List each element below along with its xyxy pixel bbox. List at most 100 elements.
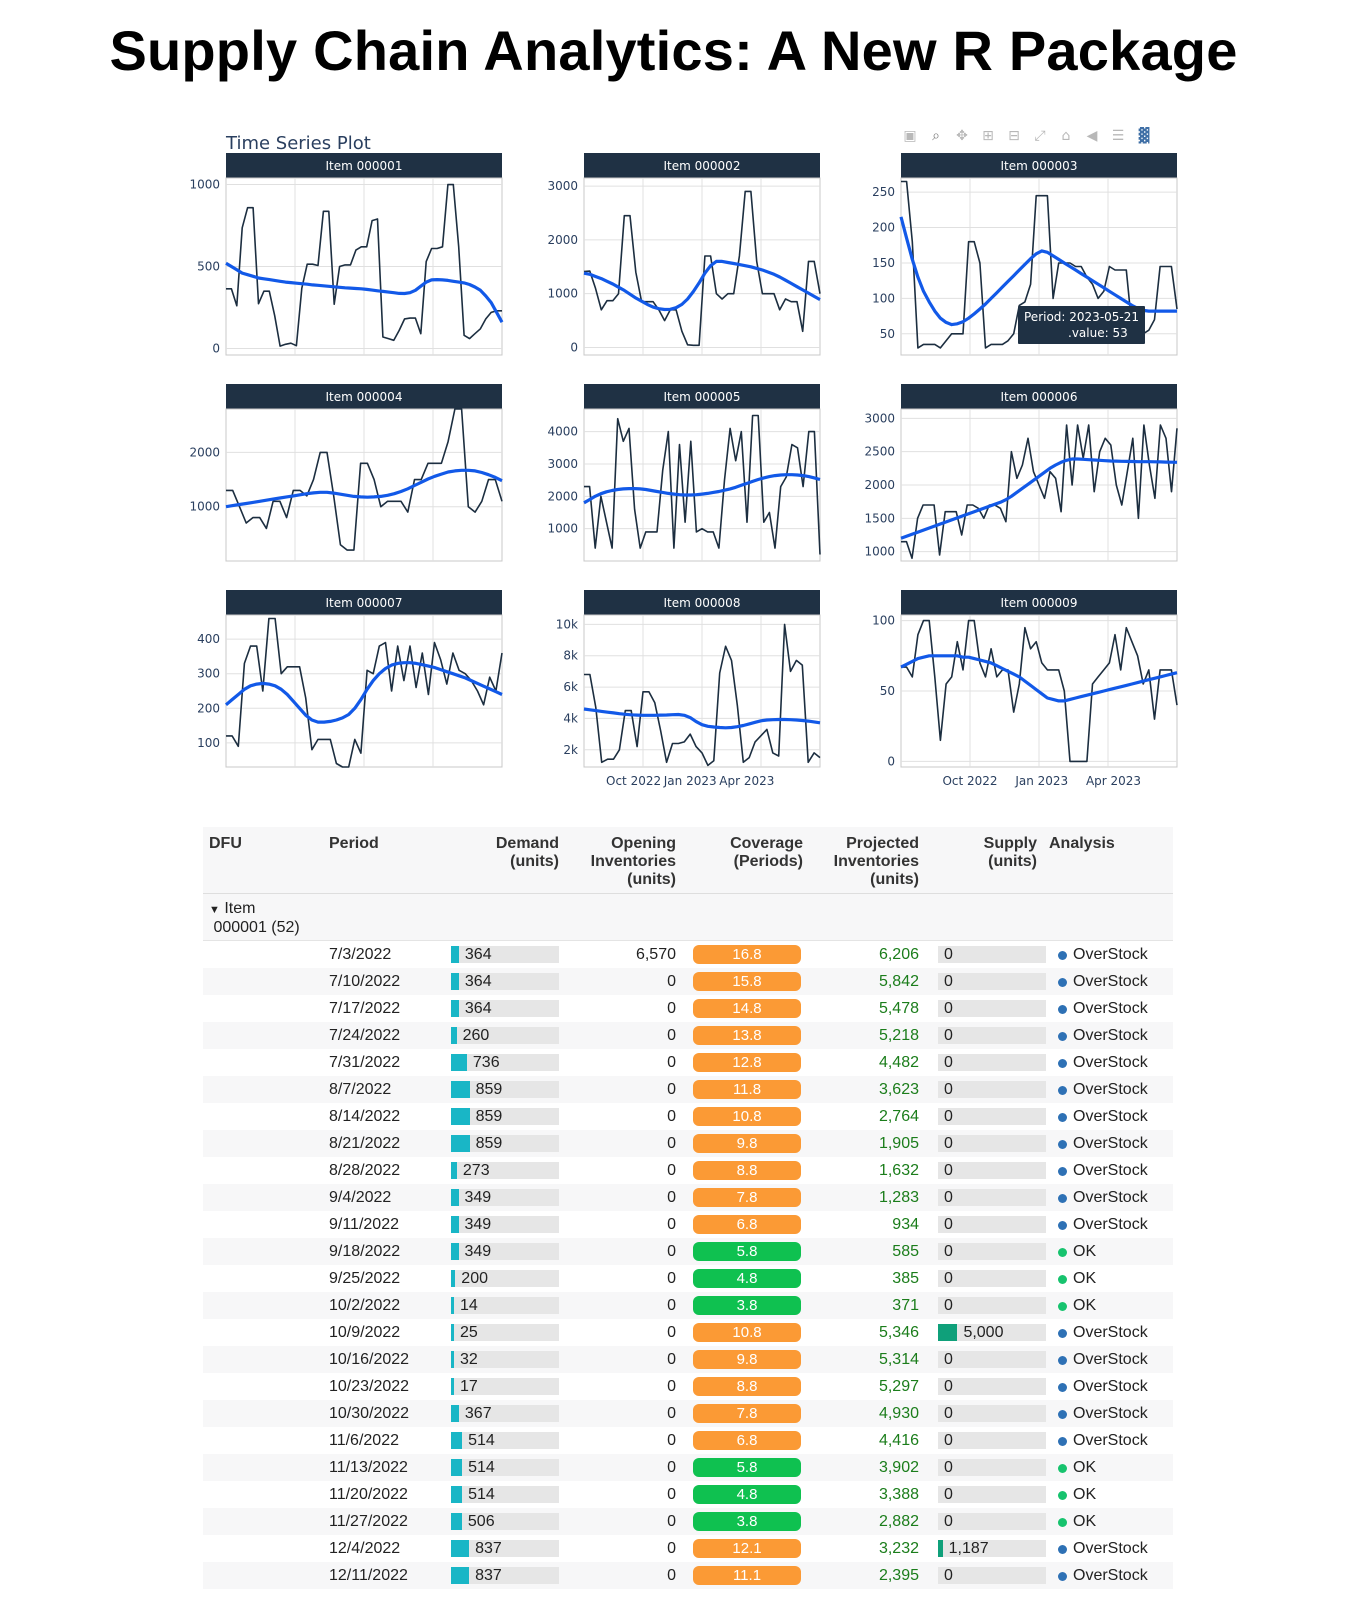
- demand-bar-track: [451, 1108, 559, 1125]
- demand-bar-track: [451, 1162, 559, 1179]
- facet-4[interactable]: Item 000004 1000 2000: [189, 384, 503, 562]
- cell-projected: 1,905: [878, 1135, 919, 1152]
- table-row[interactable]: 10/30/2022 367 0 7.8 4,930 0 OverStock: [203, 1400, 1173, 1427]
- cell-period: 11/13/2022: [329, 1459, 408, 1476]
- facet-strip: [901, 590, 1177, 615]
- facet-6[interactable]: Item 000006 1000 1500 2000 2500 3000: [864, 384, 1178, 562]
- supply-bar-track: [938, 1135, 1046, 1152]
- col-header-demand[interactable]: Demand (units): [495, 835, 559, 870]
- table-row[interactable]: 8/21/2022 859 0 9.8 1,905 0 OverStock: [203, 1130, 1173, 1157]
- camera-icon[interactable]: ▣: [903, 128, 917, 144]
- zoom-in-icon[interactable]: ⊞: [982, 128, 994, 144]
- y-tick-label: 2000: [189, 445, 220, 459]
- supply-bar-track: [938, 1162, 1046, 1179]
- cell-opening: 0: [667, 1432, 676, 1449]
- cell-projected: 5,218: [878, 1027, 919, 1044]
- cell-supply: 0: [944, 946, 953, 963]
- table-row[interactable]: 7/24/2022 260 0 13.8 5,218 0 OverStock: [203, 1022, 1173, 1049]
- y-tick-label: 10k: [556, 617, 578, 631]
- cell-period: 7/31/2022: [329, 1054, 401, 1071]
- demand-bar: [451, 1378, 454, 1395]
- cell-demand: 514: [468, 1459, 495, 1476]
- demand-bar: [451, 1108, 470, 1125]
- table-row[interactable]: 8/28/2022 273 0 8.8 1,632 0 OverStock: [203, 1157, 1173, 1184]
- demand-bar: [451, 973, 459, 990]
- table-row[interactable]: 9/4/2022 349 0 7.8 1,283 0 OverStock: [203, 1184, 1173, 1211]
- facet-2[interactable]: Item 000002 0 1000 2000 3000: [547, 153, 821, 356]
- coverage-pill: 5.8: [693, 1242, 801, 1261]
- cell-period: 11/6/2022: [329, 1432, 399, 1449]
- facet-9[interactable]: Item 000009 0 50 100 Oct 2022 Jan 2023 Apr 202…: [872, 590, 1178, 788]
- plotly-logo-icon[interactable]: ▓: [1138, 128, 1150, 144]
- caret-down-icon[interactable]: ▼: [209, 904, 220, 916]
- table-row[interactable]: 11/6/2022 514 0 6.8 4,416 0 OverStock: [203, 1427, 1173, 1454]
- table-row[interactable]: 10/2/2022 14 0 3.8 371 0 OK: [203, 1292, 1173, 1319]
- coverage-pill: 10.8: [693, 1323, 801, 1342]
- col-header-opening[interactable]: Opening Inventories (units): [590, 835, 676, 888]
- y-tick-label: 150: [872, 256, 895, 270]
- table-row[interactable]: 9/18/2022 349 0 5.8 585 0 OK: [203, 1238, 1173, 1265]
- cell-demand: 364: [464, 973, 492, 990]
- cell-period: 10/2/2022: [329, 1297, 401, 1314]
- facet-5[interactable]: Item 000005 1000 2000 3000 4000: [547, 384, 821, 562]
- group-label[interactable]: ▼ Item 000001 (52): [209, 900, 300, 937]
- zoom-icon[interactable]: ⌕: [932, 128, 940, 144]
- table-row[interactable]: 8/14/2022 859 0 10.8 2,764 0 OverStock: [203, 1103, 1173, 1130]
- table-row[interactable]: 7/17/2022 364 0 14.8 5,478 0 OverStock: [203, 995, 1173, 1022]
- col-header-projected[interactable]: Projected Inventories (units): [833, 835, 919, 888]
- facet-7[interactable]: Item 000007 100 200 300 400: [197, 590, 503, 768]
- facet-1[interactable]: Item 000001 0 500 1000: [189, 153, 504, 356]
- cell-supply: 0: [944, 1459, 953, 1476]
- x-tick-label: Jan 2023: [663, 774, 717, 788]
- y-tick-label: 1000: [864, 545, 895, 559]
- col-header-period[interactable]: Period: [329, 835, 379, 852]
- cell-opening: 0: [667, 1108, 676, 1125]
- cell-projected: 5,478: [878, 1000, 919, 1017]
- table-row[interactable]: 7/10/2022 364 0 15.8 5,842 0 OverStock: [203, 968, 1173, 995]
- facet-strip: [584, 153, 820, 178]
- facet-strip-label: Item 000001: [326, 159, 403, 173]
- pan-icon[interactable]: ✥: [956, 128, 968, 144]
- series-line: [901, 619, 1178, 763]
- supply-bar-track: [938, 1027, 1046, 1044]
- supply-bar-track: [938, 1378, 1046, 1395]
- group-row[interactable]: ▼ Item 000001 (52): [203, 894, 1173, 941]
- table-row[interactable]: 8/7/2022 859 0 11.8 3,623 0 OverStock: [203, 1076, 1173, 1103]
- table-row[interactable]: 11/20/2022 514 0 4.8 3,388 0 OK: [203, 1481, 1173, 1508]
- demand-bar-track: [451, 946, 559, 963]
- table-row[interactable]: 11/13/2022 514 0 5.8 3,902 0 OK: [203, 1454, 1173, 1481]
- table-row[interactable]: 7/3/2022 364 6,570 16.8 6,206 0 OverStock: [203, 941, 1173, 968]
- cell-analysis: OK: [1073, 1459, 1097, 1476]
- cell-analysis: OverStock: [1073, 1405, 1148, 1422]
- table-row[interactable]: 9/25/2022 200 0 4.8 385 0 OK: [203, 1265, 1173, 1292]
- zoom-out-icon[interactable]: ⊟: [1008, 128, 1020, 144]
- demand-bar-track: [451, 1513, 559, 1530]
- status-dot: [1058, 1437, 1067, 1446]
- facet-8[interactable]: Item 000008 2k 4k 6k 8k 10k Oct 2022 Jan 2023 Ap…: [556, 590, 821, 788]
- table-row[interactable]: 10/16/2022 32 0 9.8 5,314 0 OverStock: [203, 1346, 1173, 1373]
- group-label-text: Item 000001 (52): [209, 900, 300, 936]
- demand-bar-track: [451, 1351, 559, 1368]
- col-header-coverage[interactable]: Coverage (Periods): [730, 835, 803, 870]
- col-header-supply[interactable]: Supply (units): [983, 835, 1037, 870]
- cell-supply: 0: [944, 1054, 953, 1071]
- demand-bar-track: [451, 1270, 559, 1287]
- table-row[interactable]: 12/4/2022 837 0 12.1 3,232 1,187 OverStock: [203, 1535, 1173, 1562]
- y-tick-label: 300: [197, 667, 220, 681]
- col-header-analysis[interactable]: Analysis: [1049, 835, 1115, 852]
- col-header-dfu[interactable]: DFU: [209, 835, 242, 852]
- reset-axes-icon[interactable]: ⌂: [1061, 128, 1071, 144]
- facet-3[interactable]: Item 000003 50 100 150 200 250: [872, 153, 1178, 356]
- cell-supply: 0: [944, 1297, 953, 1314]
- autoscale-icon[interactable]: ⤢: [1034, 128, 1046, 144]
- table-row[interactable]: 11/27/2022 506 0 3.8 2,882 0 OK: [203, 1508, 1173, 1535]
- table-row[interactable]: 10/23/2022 17 0 8.8 5,297 0 OverStock: [203, 1373, 1173, 1400]
- table-row[interactable]: 10/9/2022 25 0 10.8 5,346 5,000 OverStock: [203, 1319, 1173, 1346]
- compare-hover-icon[interactable]: ☰: [1111, 128, 1125, 144]
- cell-supply: 1,187: [948, 1540, 989, 1557]
- spike-lines-icon[interactable]: ◀: [1086, 128, 1098, 144]
- table-row[interactable]: 12/11/2022 837 0 11.1 2,395 0 OverStock: [203, 1562, 1173, 1589]
- table-row[interactable]: 7/31/2022 736 0 12.8 4,482 0 OverStock: [203, 1049, 1173, 1076]
- table-row[interactable]: 9/11/2022 349 0 6.8 934 0 OverStock: [203, 1211, 1173, 1238]
